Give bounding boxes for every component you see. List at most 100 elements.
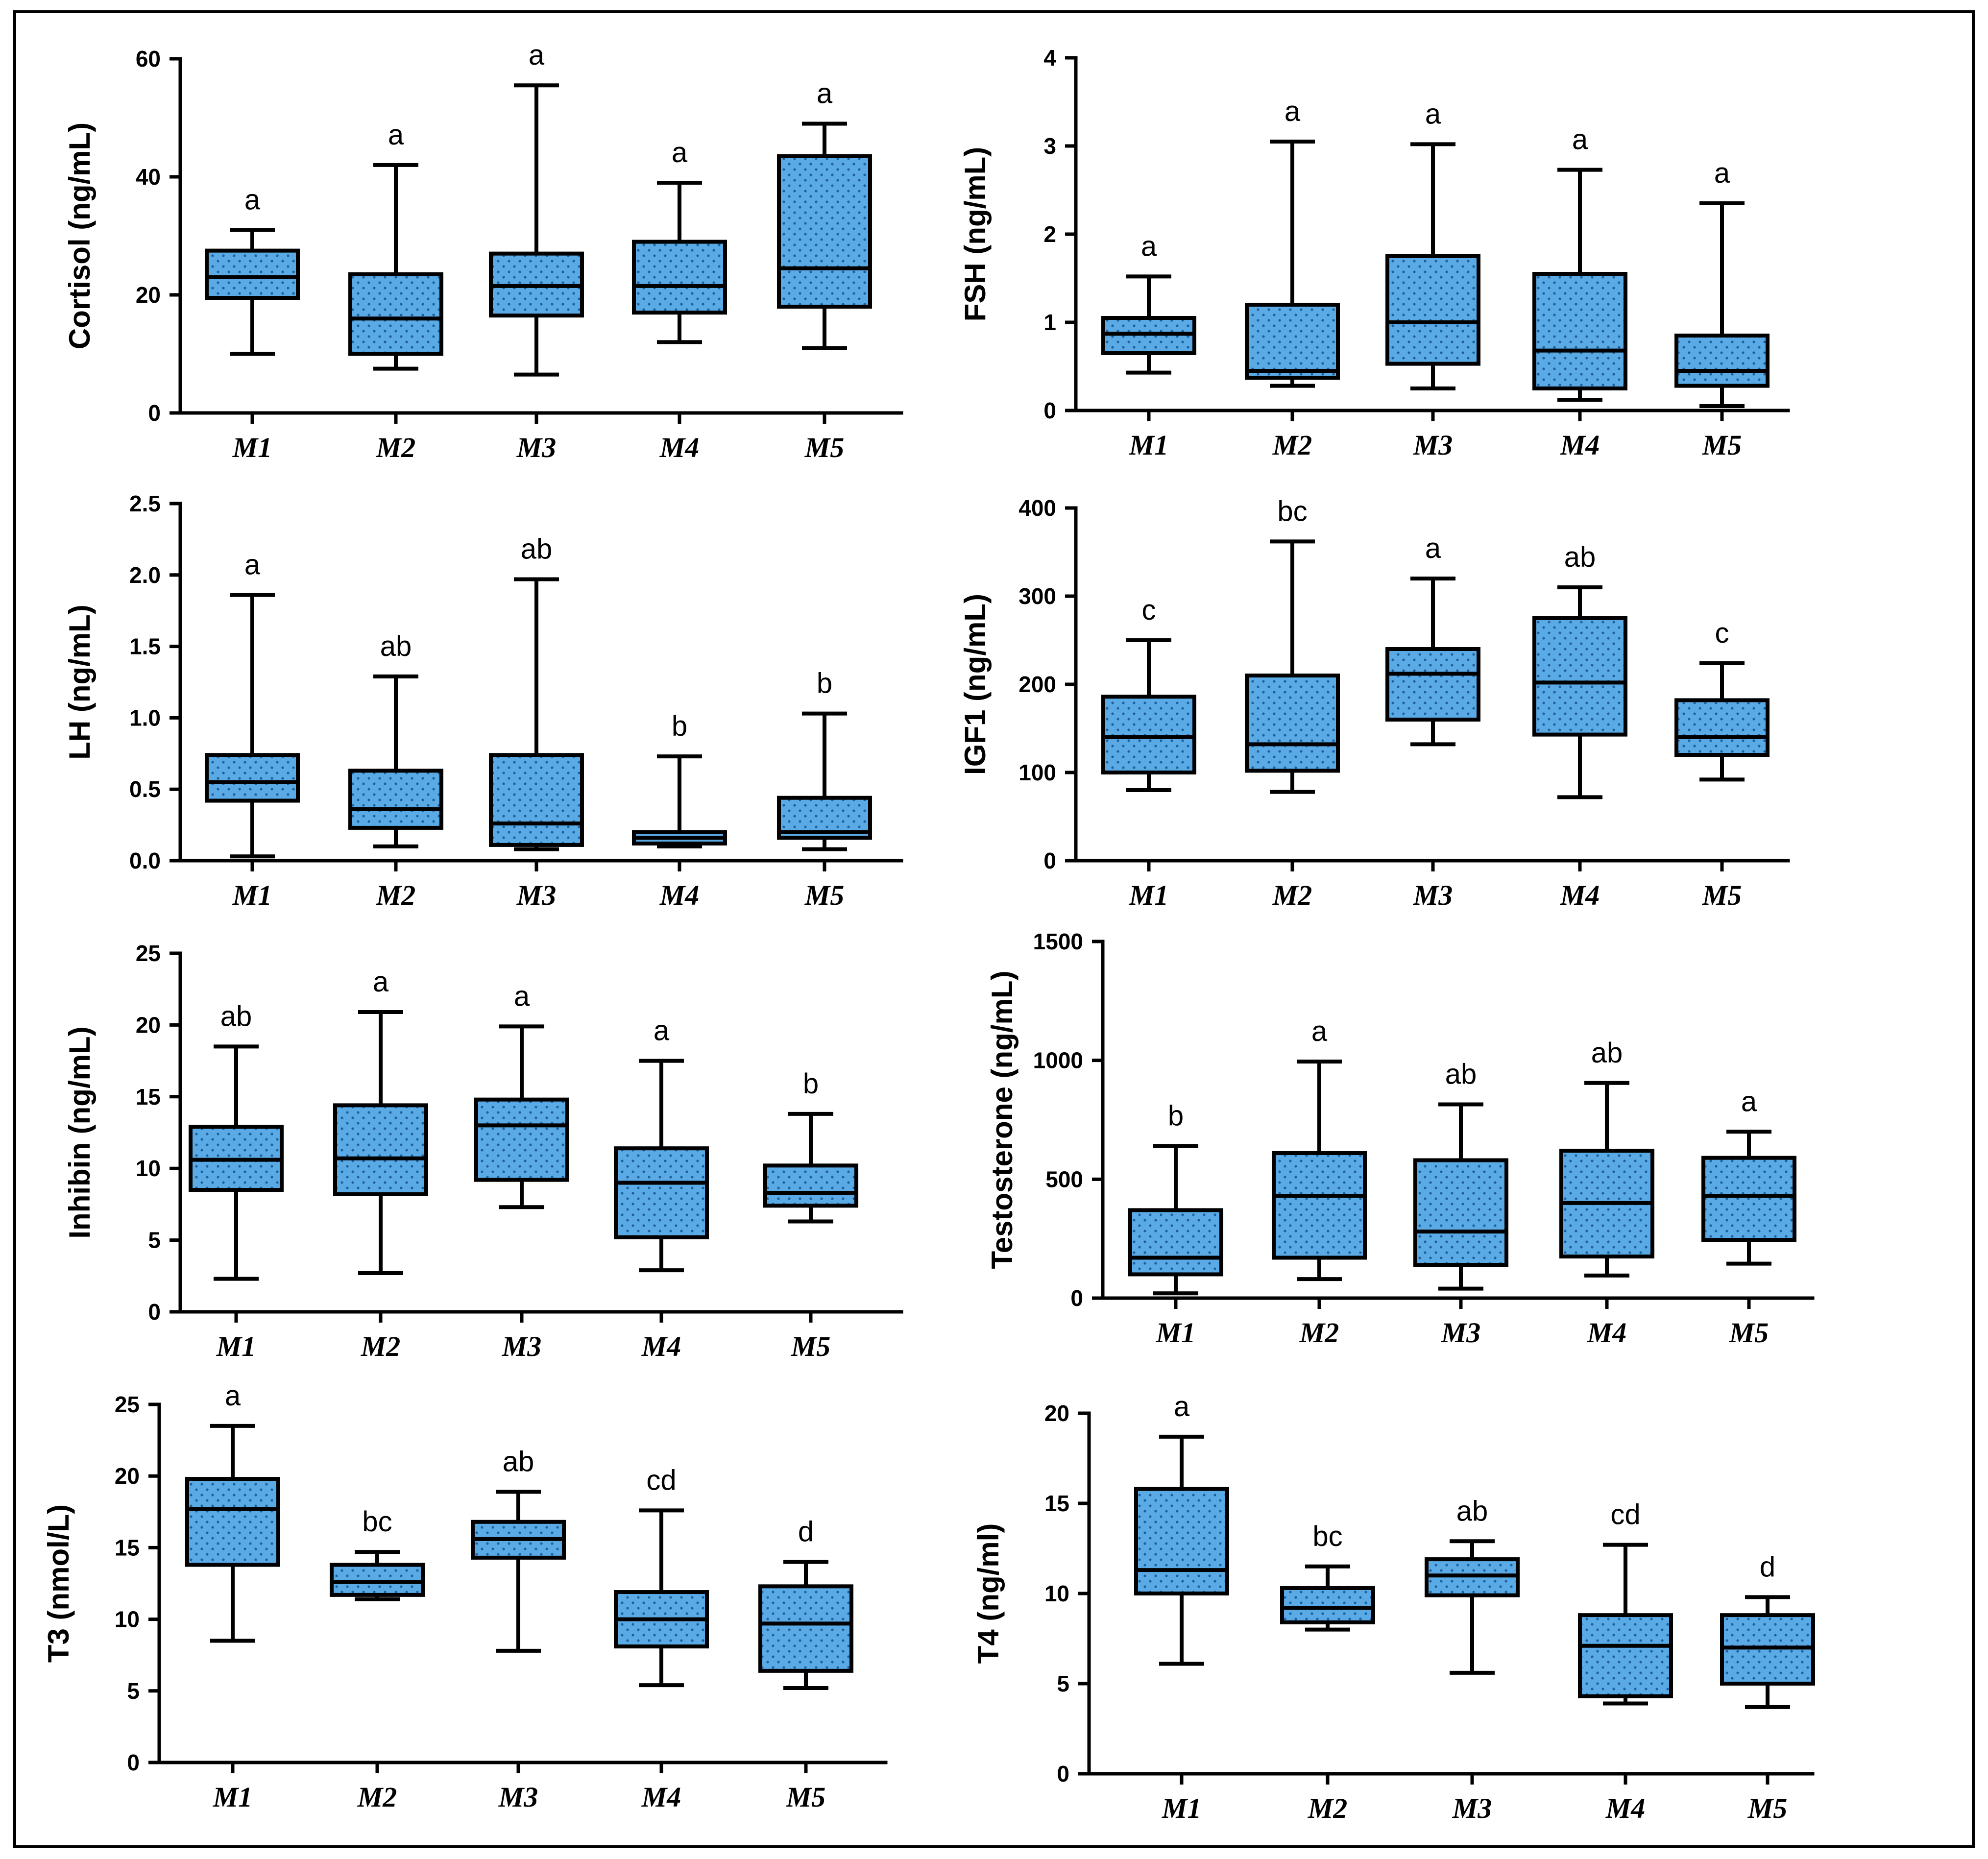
panel-cortisol: 0 20 40 60 Cortisol (ng/mL) a M1 a M2 a M3 a M4 a M5	[63, 39, 903, 463]
iqr-box	[1245, 303, 1340, 380]
significance-letter: b	[817, 668, 832, 700]
y-axis-label: FSH (ng/mL)	[959, 147, 992, 322]
iqr-box	[474, 1097, 569, 1182]
y-tick-label: 0	[1070, 1285, 1083, 1311]
x-tick-label: M2	[361, 1330, 401, 1362]
y-tick-label: 25	[115, 1392, 140, 1417]
box-m3: a	[1385, 98, 1480, 390]
y-tick-label: 0	[127, 1750, 140, 1775]
box-m5: d	[758, 1516, 853, 1690]
y-tick-label: 500	[1045, 1166, 1083, 1192]
box-m4: cd	[614, 1464, 709, 1688]
x-tick-label: M5	[1702, 429, 1742, 461]
box-m5: c	[1674, 617, 1770, 782]
x-tick-label: M4	[659, 879, 700, 911]
y-tick-label: 20	[115, 1463, 140, 1489]
significance-letter: a	[1174, 1391, 1190, 1423]
x-tick-label: M3	[516, 879, 557, 911]
significance-letter: a	[654, 1015, 670, 1047]
significance-letter: a	[1425, 98, 1441, 130]
iqr-box	[1413, 1158, 1508, 1267]
x-tick-label: M2	[1308, 1792, 1348, 1824]
y-tick-label: 20	[136, 282, 161, 308]
y-tick-label: 1500	[1033, 929, 1083, 954]
significance-letter: a	[1572, 124, 1588, 156]
x-tick-label: M3	[1413, 429, 1453, 461]
x-tick-label: M5	[1702, 879, 1742, 911]
significance-letter: ab	[220, 1000, 252, 1032]
y-tick-label: 0.5	[129, 776, 161, 802]
significance-letter: a	[514, 980, 530, 1012]
y-tick-label: 20	[1044, 1400, 1069, 1426]
y-tick-label: 200	[1018, 672, 1056, 697]
box-m3: ab	[471, 1446, 566, 1653]
iqr-box	[777, 154, 872, 309]
iqr-box	[1385, 254, 1480, 366]
panel-testosterone: 0 500 1000 1500 Testosterone (ng/mL) b M1 a M2 ab…	[986, 929, 1815, 1349]
significance-letter: a	[817, 78, 833, 110]
box-m1: c	[1101, 594, 1196, 792]
y-tick-label: 300	[1018, 583, 1056, 609]
box-m3: ab	[1425, 1495, 1520, 1675]
box-m1: a	[1134, 1391, 1229, 1666]
y-tick-label: 0.0	[129, 848, 161, 873]
y-tick-label: 400	[1018, 495, 1056, 521]
iqr-box	[1385, 647, 1480, 722]
iqr-box	[1101, 695, 1196, 774]
significance-letter: a	[672, 137, 688, 169]
x-tick-label: M1	[232, 879, 272, 911]
iqr-box	[205, 248, 300, 300]
y-tick-label: 25	[136, 941, 161, 966]
iqr-box	[1674, 334, 1770, 388]
y-axis-label: T3 (nmol/L)	[42, 1504, 75, 1663]
x-tick-label: M4	[659, 432, 700, 463]
y-tick-label: 5	[148, 1228, 161, 1253]
x-tick-label: M1	[213, 1781, 253, 1813]
box-m5: a	[1701, 1086, 1796, 1266]
box-m5: a	[777, 78, 872, 350]
significance-letter: a	[244, 184, 261, 216]
panel-fsh: 0 1 2 3 4 FSH (ng/mL) a M1 a M2 a M3 a M4 a M5	[959, 45, 1790, 461]
significance-letter: a	[1425, 532, 1441, 564]
significance-letter: bc	[1277, 495, 1307, 527]
y-tick-label: 0	[148, 400, 161, 426]
significance-letter: b	[672, 710, 687, 742]
panel-t3: 0 5 10 15 20 25 T3 (nmol/L) a M1 bc M2 ab M3 cd M4 d M5	[42, 1380, 888, 1813]
y-tick-label: 1.0	[129, 705, 161, 730]
iqr-box	[1532, 616, 1627, 737]
x-tick-label: M2	[376, 879, 416, 911]
x-tick-label: M1	[216, 1330, 256, 1362]
panel-t4: 0 5 10 15 20 T4 (ng/ml) a M1 bc M2 ab M3 cd M4 d M5	[972, 1391, 1815, 1824]
significance-letter: a	[388, 119, 404, 151]
y-tick-label: 3	[1043, 133, 1056, 159]
significance-letter: ab	[1445, 1058, 1477, 1090]
x-tick-label: M2	[1272, 429, 1312, 461]
significance-letter: a	[244, 549, 261, 581]
y-tick-label: 10	[136, 1156, 161, 1181]
y-tick-label: 2.5	[129, 491, 161, 516]
x-tick-label: M4	[1587, 1317, 1627, 1349]
y-axis-label: Testosterone (ng/mL)	[986, 971, 1018, 1269]
significance-letter: a	[1311, 1015, 1328, 1047]
x-tick-label: M3	[1413, 879, 1453, 911]
iqr-box	[348, 272, 443, 356]
significance-letter: ab	[1591, 1037, 1623, 1069]
iqr-box	[348, 769, 443, 830]
y-tick-label: 15	[136, 1084, 161, 1110]
significance-letter: a	[1141, 230, 1157, 262]
box-m1: a	[185, 1380, 280, 1643]
iqr-box	[1674, 698, 1770, 757]
iqr-box	[1245, 674, 1340, 773]
box-m5: b	[763, 1068, 858, 1224]
box-m4: ab	[1532, 541, 1627, 799]
x-tick-label: M4	[1560, 879, 1600, 911]
y-tick-label: 1.5	[129, 634, 161, 659]
iqr-box	[614, 1146, 709, 1239]
box-m2: bc	[1280, 1521, 1375, 1632]
box-m2: bc	[1245, 495, 1340, 794]
iqr-box	[489, 753, 584, 847]
y-tick-label: 1000	[1033, 1048, 1083, 1073]
significance-letter: b	[803, 1068, 819, 1100]
x-tick-label: M3	[1452, 1792, 1492, 1824]
